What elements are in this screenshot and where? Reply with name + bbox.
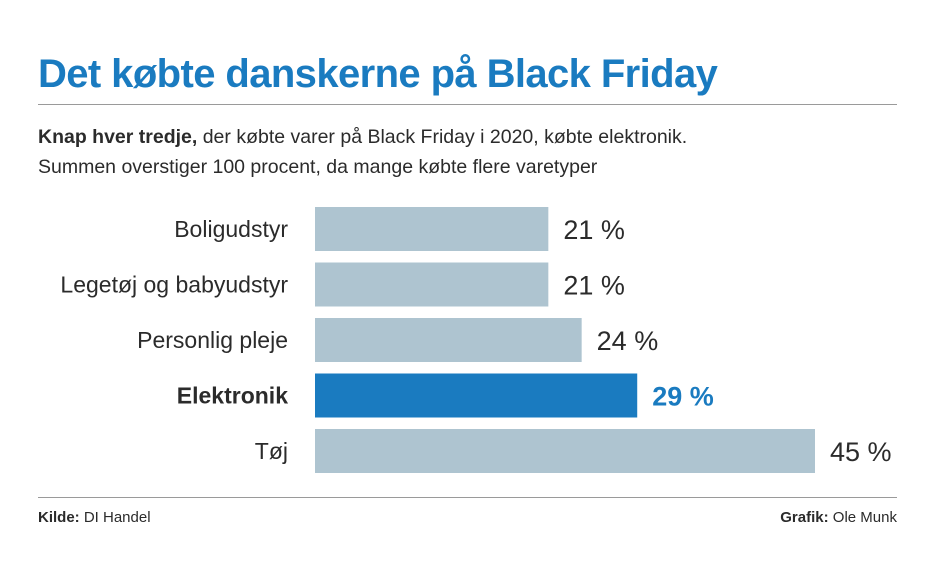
chart-subtitle: Knap hver tredje, der købte varer på Bla… [38, 122, 898, 182]
category-label: Boligudstyr [174, 216, 288, 242]
bar-t-j [315, 429, 815, 473]
bar-personlig-pleje [315, 318, 582, 362]
bar-boligudstyr [315, 207, 549, 251]
value-label: 29 % [652, 382, 714, 412]
source-credit: Kilde: DI Handel [38, 509, 151, 526]
value-label: 21 % [563, 215, 625, 245]
category-label: Personlig pleje [137, 327, 288, 353]
source-label: Kilde: [38, 509, 80, 526]
value-label: 24 % [597, 326, 659, 356]
category-label: Legetøj og babyudstyr [60, 272, 288, 298]
chart-title: Det købte danskerne på Black Friday [38, 52, 718, 96]
graphic-credit: Grafik: Ole Munk [780, 509, 897, 526]
bottom-divider [38, 497, 897, 498]
bar-chart: Boligudstyr 21 % Legetøj og babyudstyr 21 %… [60, 207, 892, 473]
value-label: 45 % [830, 437, 892, 467]
subtitle-lead: Knap hver tredje, [38, 126, 198, 148]
category-label: Elektronik [177, 383, 288, 409]
category-label: Tøj [255, 438, 288, 464]
subtitle-line2: Summen overstiger 100 procent, da mange … [38, 156, 598, 178]
credit-name: Ole Munk [832, 509, 897, 526]
top-divider [38, 104, 897, 105]
credit-label: Grafik: [780, 509, 829, 526]
source-name: DI Handel [83, 509, 151, 526]
bar-leget-j-og-babyudstyr [315, 262, 549, 307]
value-label: 21 % [563, 271, 625, 301]
subtitle-text: der købte varer på Black Friday i 2020, … [197, 126, 688, 148]
bar-elektronik [315, 373, 638, 418]
